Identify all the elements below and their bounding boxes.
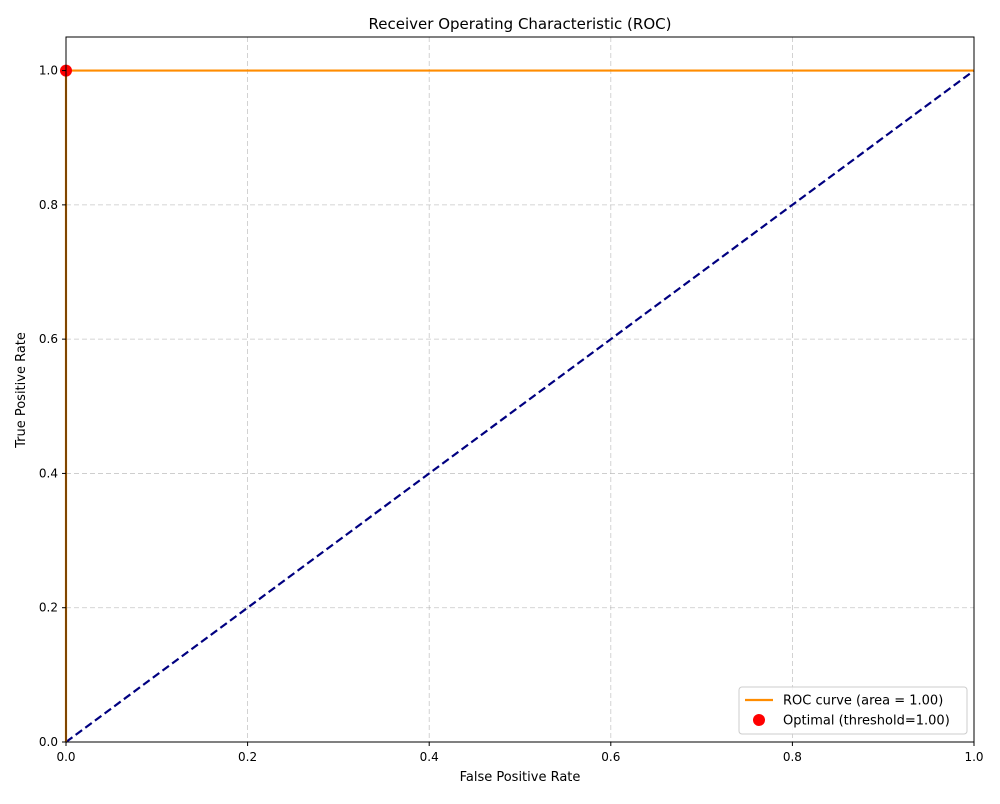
series-layer bbox=[60, 64, 975, 743]
plot-frame bbox=[65, 36, 975, 743]
legend-label: Optimal (threshold=1.00) bbox=[783, 714, 950, 729]
y-axis-ticks: 0.0 0.2 0.4 0.6 0.8 1.0 bbox=[39, 64, 66, 749]
legend-label: ROC curve (area = 1.00) bbox=[783, 694, 943, 709]
x-tick-label: 1.0 bbox=[964, 750, 983, 764]
y-tick-label: 0.4 bbox=[39, 466, 58, 480]
x-axis-ticks: 0.0 0.2 0.4 0.6 0.8 1.0 bbox=[56, 742, 984, 764]
y-tick-label: 0.0 bbox=[39, 735, 58, 749]
y-tick-label: 0.8 bbox=[39, 198, 58, 212]
y-tick-label: 0.2 bbox=[39, 601, 58, 615]
x-tick-label: 0.8 bbox=[783, 750, 802, 764]
chart-title: Receiver Operating Characteristic (ROC) bbox=[369, 15, 672, 33]
x-tick-label: 0.0 bbox=[56, 750, 75, 764]
y-axis-label: True Positive Rate bbox=[14, 332, 29, 449]
y-tick-label: 1.0 bbox=[39, 64, 58, 78]
x-axis-label: False Positive Rate bbox=[460, 770, 581, 785]
x-tick-label: 0.2 bbox=[238, 750, 257, 764]
x-tick-label: 0.4 bbox=[420, 750, 439, 764]
legend-box bbox=[738, 686, 968, 735]
legend: ROC curve (area = 1.00) Optimal (threshol… bbox=[738, 686, 968, 735]
diagonal-reference-line bbox=[65, 69, 975, 743]
grid-lines bbox=[65, 37, 975, 743]
x-tick-label: 0.6 bbox=[601, 750, 620, 764]
y-tick-label: 0.6 bbox=[39, 332, 58, 346]
legend-dot-swatch bbox=[753, 714, 765, 726]
